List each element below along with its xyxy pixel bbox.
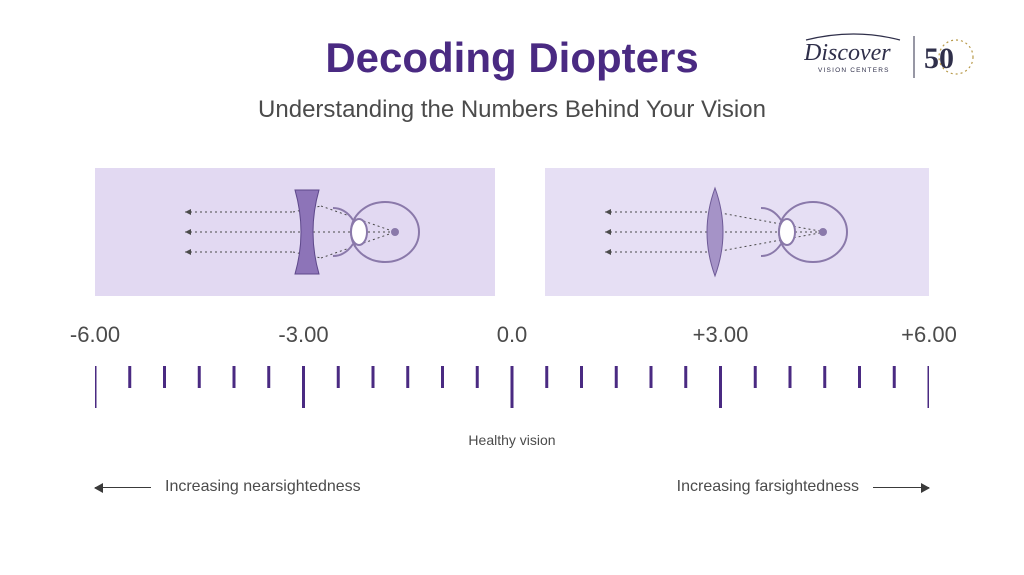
nearsighted-arrow: Increasing nearsightedness	[95, 478, 361, 496]
scale-tick-label: +6.00	[901, 322, 957, 348]
scale-labels: -6.00 -3.00 0.0 +3.00 +6.00	[95, 322, 929, 352]
farsighted-arrow: Increasing farsightedness	[677, 478, 929, 496]
convex-lens-icon	[707, 188, 723, 276]
healthy-vision-label: Healthy vision	[0, 432, 1024, 448]
scale-tick-label: +3.00	[693, 322, 749, 348]
diopter-ruler	[95, 360, 929, 424]
eye-icon	[333, 202, 419, 262]
page-title: Decoding Diopters	[0, 34, 1024, 82]
nearsighted-panel	[95, 168, 495, 296]
arrow-left-icon	[95, 487, 151, 488]
eye-icon	[761, 202, 847, 262]
arrow-right-icon	[873, 487, 929, 488]
farsighted-panel	[545, 168, 929, 296]
farsighted-label: Increasing farsightedness	[677, 478, 859, 496]
scale-tick-label: -3.00	[278, 322, 328, 348]
page-subtitle: Understanding the Numbers Behind Your Vi…	[0, 96, 1024, 124]
scale-tick-label: -6.00	[70, 322, 120, 348]
scale-tick-label: 0.0	[497, 322, 528, 348]
nearsighted-label: Increasing nearsightedness	[165, 478, 361, 496]
